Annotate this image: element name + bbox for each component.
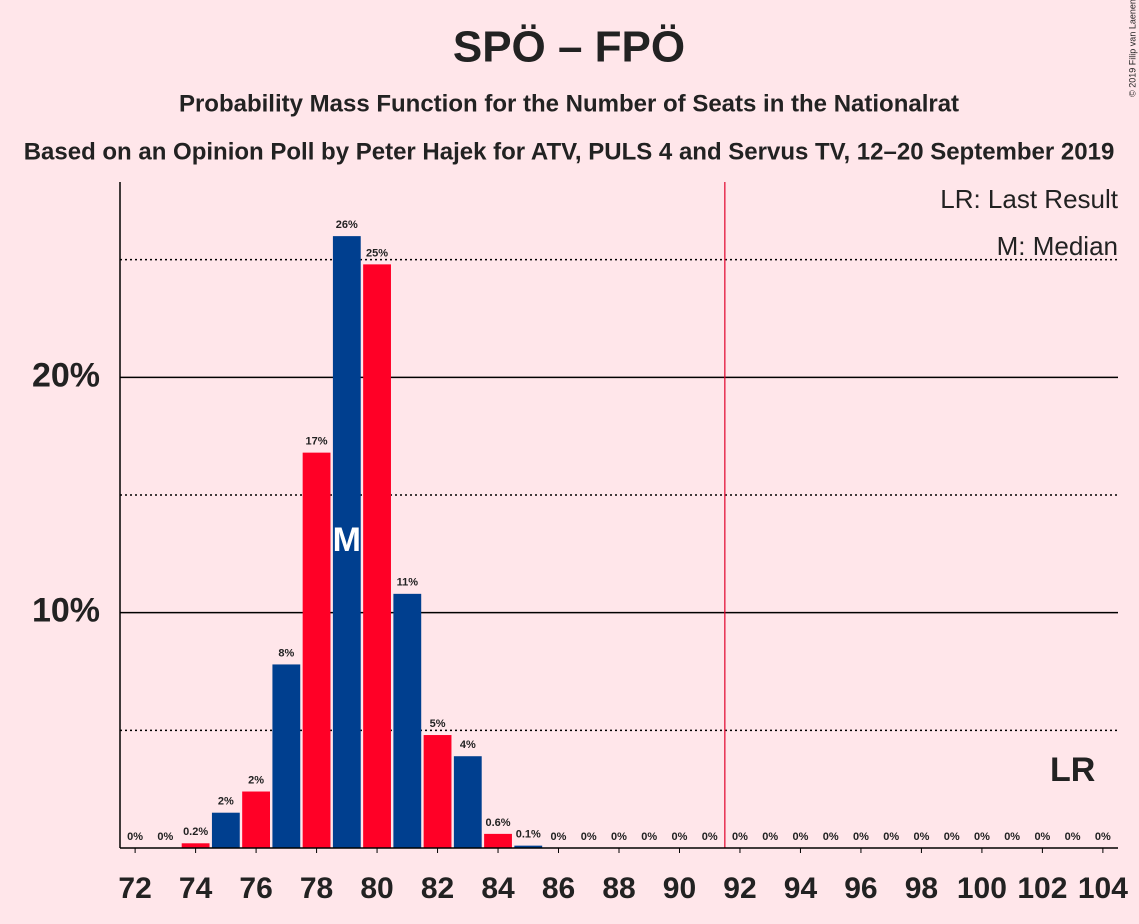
value-label: 0% (913, 831, 929, 843)
value-label: 17% (306, 436, 328, 448)
value-label: 0.1% (516, 829, 541, 841)
x-tick-label: 82 (421, 872, 454, 905)
value-label: 0% (157, 831, 173, 843)
median-marker: M (333, 521, 361, 559)
value-label: 0% (732, 831, 748, 843)
chart-caption: Based on an Opinion Poll by Peter Hajek … (24, 138, 1115, 165)
value-label: 0% (551, 831, 567, 843)
bar (242, 791, 271, 848)
bar (514, 845, 543, 848)
bar (423, 735, 452, 848)
x-tick-label: 94 (784, 872, 818, 905)
value-label: 0% (672, 831, 688, 843)
value-label: 0.6% (485, 817, 510, 829)
value-label: 11% (397, 577, 419, 589)
value-label: 0% (793, 831, 809, 843)
x-tick-label: 92 (723, 872, 756, 905)
copyright: © 2019 Filip van Laenen (1127, 0, 1137, 97)
value-label: 4% (460, 739, 476, 751)
value-label: 0% (641, 831, 657, 843)
value-label: 5% (430, 718, 446, 730)
bar (393, 593, 422, 848)
bar (181, 843, 210, 848)
x-tick-label: 88 (602, 872, 635, 905)
legend-entry: M: Median (997, 231, 1118, 261)
value-label: 0% (581, 831, 597, 843)
value-label: 0% (1065, 831, 1081, 843)
x-tick-label: 84 (481, 872, 515, 905)
value-label: 0% (702, 831, 718, 843)
value-label: 0% (1095, 831, 1111, 843)
chart-subtitle: Probability Mass Function for the Number… (179, 90, 959, 117)
x-tick-label: 100 (957, 872, 1007, 905)
value-label: 0% (944, 831, 960, 843)
bar (332, 236, 361, 849)
value-label: 8% (278, 647, 294, 659)
y-tick-label: 20% (32, 356, 100, 394)
x-tick-label: 104 (1078, 872, 1128, 905)
x-tick-label: 80 (360, 872, 393, 905)
value-label: 0% (611, 831, 627, 843)
value-label: 0% (974, 831, 990, 843)
value-label: 25% (366, 247, 388, 259)
value-label: 0% (823, 831, 839, 843)
x-tick-label: 76 (239, 872, 272, 905)
value-label: 2% (248, 774, 264, 786)
bar (484, 833, 512, 848)
value-label: 0% (1034, 831, 1050, 843)
bar (363, 264, 391, 848)
value-label: 0% (762, 831, 778, 843)
last-result-marker: LR (1050, 751, 1095, 789)
x-tick-label: 102 (1017, 872, 1067, 905)
x-tick-label: 86 (542, 872, 575, 905)
value-label: 0.2% (183, 826, 208, 838)
x-tick-label: 98 (905, 872, 938, 905)
bar (211, 812, 240, 848)
y-tick-label: 10% (32, 592, 100, 630)
value-label: 0% (883, 831, 899, 843)
value-label: 26% (336, 219, 358, 231)
x-tick-label: 96 (844, 872, 877, 905)
x-tick-label: 90 (663, 872, 696, 905)
legend-entry: LR: Last Result (940, 184, 1119, 214)
bar (453, 756, 482, 848)
bar (302, 452, 331, 848)
x-tick-label: 74 (179, 872, 213, 905)
value-label: 0% (1004, 831, 1020, 843)
value-label: 0% (127, 831, 143, 843)
chart-title: SPÖ – FPÖ (453, 23, 685, 72)
bar (272, 664, 301, 848)
value-label: 0% (853, 831, 869, 843)
x-tick-label: 72 (118, 872, 151, 905)
x-tick-label: 78 (300, 872, 333, 905)
value-label: 2% (218, 796, 234, 808)
